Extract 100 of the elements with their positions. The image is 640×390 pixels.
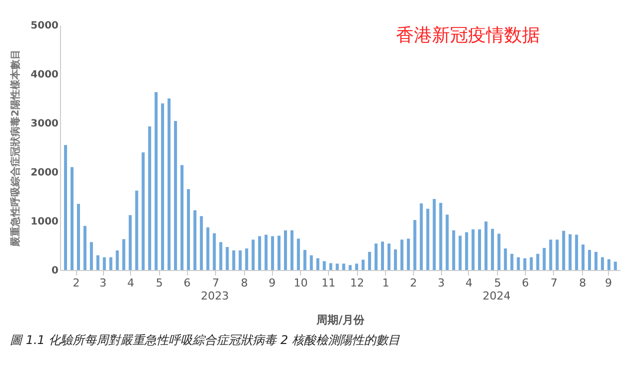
y-tick-label: 5000 <box>30 20 59 32</box>
bar <box>594 252 598 270</box>
bar <box>238 250 242 270</box>
y-tick-label: 0 <box>52 266 59 276</box>
bar <box>310 255 313 270</box>
chart-title: 香港新冠疫情数据 <box>396 25 540 46</box>
x-tick-label: 2 <box>72 276 80 290</box>
bar <box>303 250 306 270</box>
bar <box>206 227 210 270</box>
bar <box>90 242 93 270</box>
bar <box>83 226 86 270</box>
bar <box>278 236 281 270</box>
bar <box>588 250 592 270</box>
x-tick-label: 7 <box>550 276 558 290</box>
bar <box>316 258 320 270</box>
bar <box>387 244 390 270</box>
bar <box>432 198 436 270</box>
bar <box>497 234 500 270</box>
bar <box>439 202 442 270</box>
y-axis-title: 嚴重急性呼吸綜合症冠狀病毒2陽性樣本數目 <box>10 50 22 248</box>
bar <box>226 246 229 270</box>
bar <box>362 260 365 270</box>
bar <box>219 242 222 270</box>
bar <box>271 236 274 270</box>
bar <box>252 240 255 270</box>
x-tick-label: 9 <box>268 276 276 290</box>
x-tick-label: 6 <box>184 276 191 290</box>
bar <box>264 234 268 270</box>
bar <box>562 230 566 270</box>
x-tick-label: 1 <box>382 276 390 290</box>
bar <box>530 257 533 270</box>
bar <box>600 257 604 270</box>
bar <box>161 103 164 270</box>
bar <box>96 255 100 270</box>
caption: 圖 1.1 化驗所每周對嚴重急性呼吸綜合症冠狀病毒 2 核酸檢測陽性的數目 <box>10 333 400 347</box>
bar <box>186 189 190 270</box>
bar <box>549 240 552 270</box>
bar <box>70 167 74 270</box>
x-tick-label: 6 <box>522 276 529 290</box>
x-tick-label: 4 <box>465 276 472 290</box>
bar <box>368 252 372 270</box>
y-tick-label: 1000 <box>30 216 59 228</box>
bar <box>490 228 494 270</box>
bar <box>472 229 475 270</box>
y-tick-label: 4000 <box>30 70 59 80</box>
bar <box>284 230 287 270</box>
x-tick-label: 7 <box>212 276 220 290</box>
bar <box>154 92 158 270</box>
y-tick-label: 3000 <box>30 118 59 130</box>
bar <box>76 204 80 270</box>
bar <box>128 215 132 270</box>
bar <box>64 145 68 270</box>
bar <box>536 254 540 270</box>
bar <box>504 248 507 270</box>
x-tick-label: 10 <box>294 276 308 290</box>
x-tick-label: 11 <box>321 276 336 290</box>
bar <box>575 234 578 270</box>
x-tick-label: 5 <box>156 276 163 290</box>
bar <box>374 244 378 270</box>
bar <box>122 239 126 270</box>
bar <box>102 257 106 270</box>
bar <box>556 240 559 270</box>
x2-tick-label: 2024 <box>482 290 511 302</box>
bar <box>148 126 152 270</box>
y-tick-label: 2000 <box>30 168 59 178</box>
bar <box>381 242 384 270</box>
bar <box>142 152 145 270</box>
bar <box>212 233 216 270</box>
bar <box>245 248 248 270</box>
x-tick-label: 9 <box>604 276 612 290</box>
x-tick-label: 3 <box>100 276 107 290</box>
bar <box>342 264 346 270</box>
bar <box>355 264 358 270</box>
bar <box>452 230 456 270</box>
x-tick-label: 4 <box>127 276 134 290</box>
bar <box>116 250 119 270</box>
x2-tick-label: 2023 <box>200 290 229 302</box>
bar <box>568 234 572 270</box>
bar <box>413 220 416 270</box>
bar <box>296 238 300 270</box>
bar <box>168 98 171 270</box>
bar <box>510 254 514 270</box>
bar <box>406 238 410 270</box>
bar <box>458 236 462 270</box>
bar <box>109 257 112 270</box>
bar <box>258 236 262 270</box>
bar <box>232 250 236 270</box>
bar <box>348 265 352 270</box>
bar <box>426 208 430 270</box>
bar <box>465 232 468 270</box>
bar <box>516 257 520 270</box>
bar <box>478 229 482 270</box>
bar <box>336 264 339 270</box>
bar <box>582 244 585 270</box>
bar <box>484 221 488 270</box>
bar <box>446 214 449 270</box>
x-tick-label: 12 <box>350 276 364 290</box>
bar <box>523 258 526 270</box>
bar <box>290 230 294 270</box>
bar <box>607 259 610 270</box>
